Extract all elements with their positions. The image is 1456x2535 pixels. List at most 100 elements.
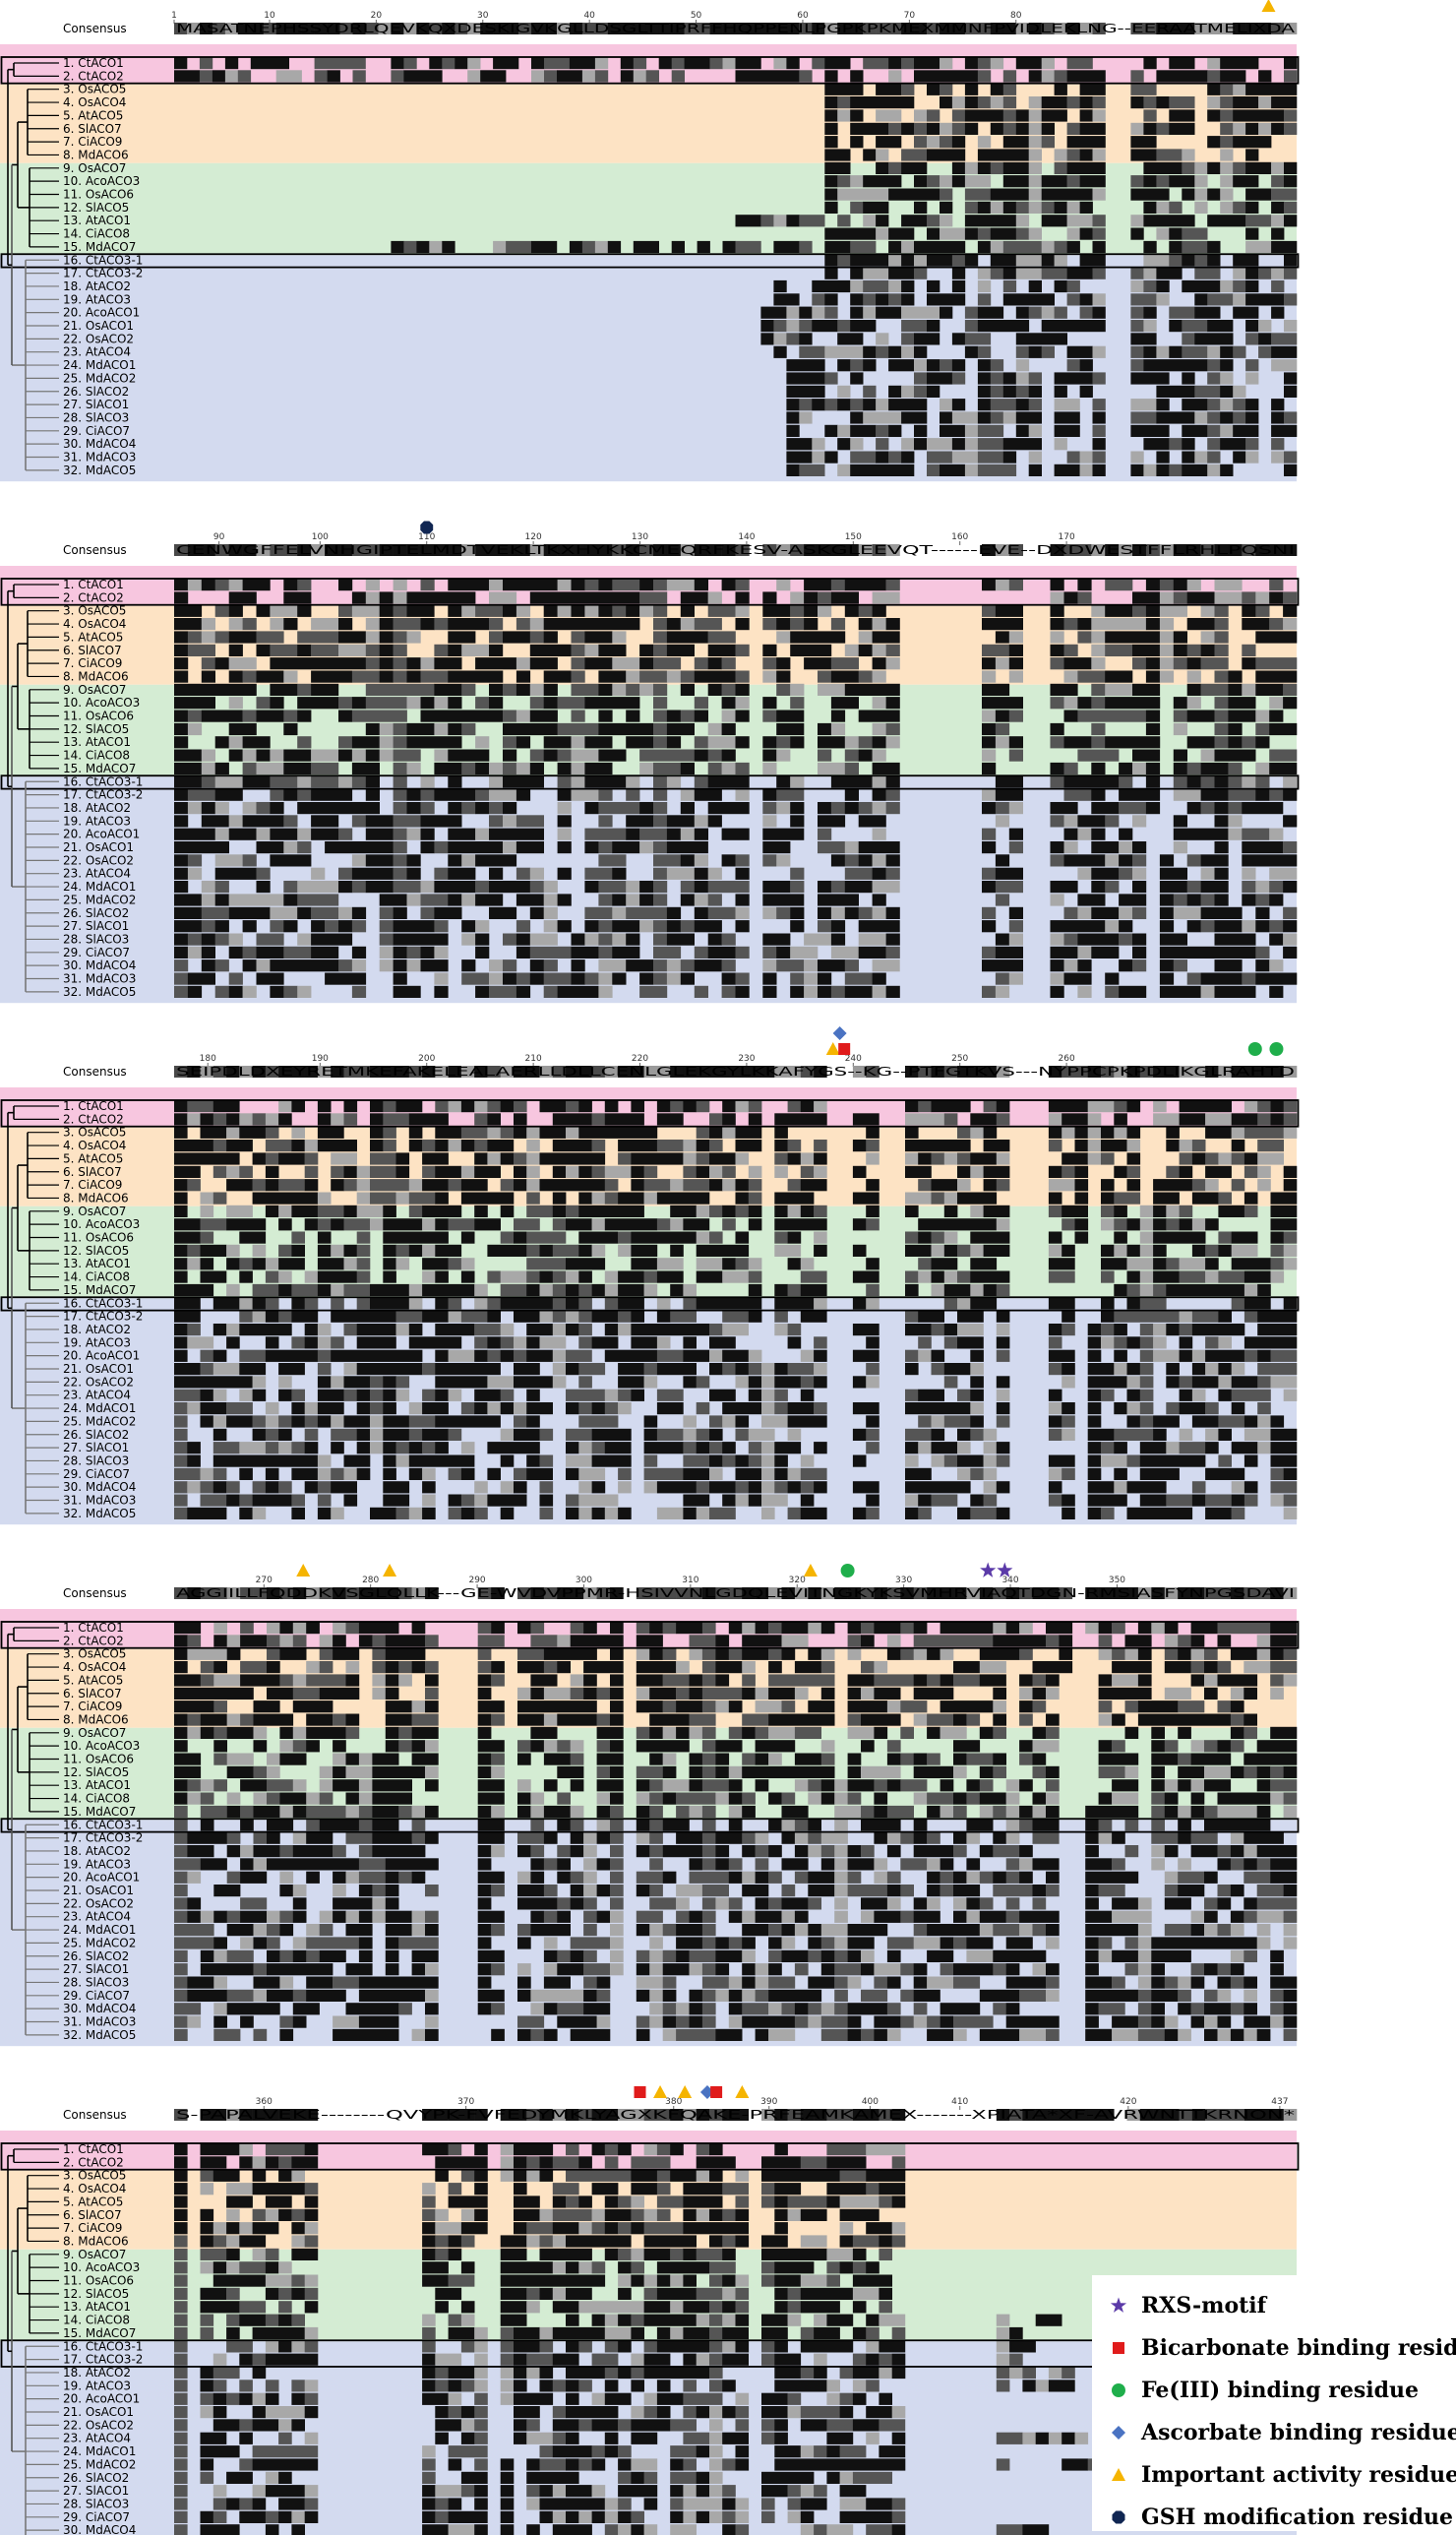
residue-run [852,1376,867,1389]
residue-run [317,1402,344,1415]
residue-run [1284,293,1298,306]
residue-run [365,881,394,894]
residue-run [742,1937,756,1949]
residue-run [406,828,421,840]
residue-run [799,306,813,319]
residue-run [790,736,805,749]
residue-run [982,881,997,894]
consensus-cell [886,1587,901,1599]
residue-run [1101,1442,1115,1454]
residue-run [1063,972,1092,985]
residue-run [1217,1700,1232,1713]
residue-run [1194,175,1208,188]
residue-run [820,1831,848,1844]
residue-run [1242,854,1298,867]
residue-run [818,920,832,933]
residue-run [1153,1231,1206,1244]
residue-run [872,697,886,710]
residue-run [1207,464,1221,476]
residue-run [830,775,873,788]
residue-run [240,1910,268,1923]
residue-run [306,1674,346,1687]
residue-run [696,1428,710,1441]
residue-run [214,762,229,775]
residue-run [1214,815,1229,828]
residue-run [1283,1674,1298,1687]
residue-run [1101,1126,1115,1139]
residue-run [940,1674,954,1687]
residue-run [721,854,736,867]
residue-run [174,710,189,722]
residue-run [1190,1792,1205,1805]
residue-run [866,1218,880,1231]
consensus-cell [970,1066,984,1078]
residue-run [385,1910,412,1923]
residue-run [1218,1231,1232,1244]
residue-run [557,1897,571,1910]
residue-run [866,1336,880,1349]
residue-run [1270,1428,1298,1441]
residue-run [653,881,668,894]
residue-run [199,57,213,70]
residue-run [943,1113,958,1126]
residue-run [670,1100,684,1113]
residue-run [940,1647,954,1660]
residue-run [1271,345,1298,358]
residue-run [365,854,394,867]
residue-run [306,1792,320,1805]
residue-run [1207,161,1221,174]
residue-run [1178,1700,1205,1713]
residue-run [283,788,298,801]
residue-run [671,240,685,254]
residue-run [715,1661,743,1674]
residue-run [278,1244,292,1257]
residue-run [914,333,940,345]
residue-run [927,136,940,149]
residue-run [888,254,902,267]
residue-run [1182,320,1208,333]
residue-run [598,644,627,656]
residue-run [683,1218,710,1231]
residue-run [239,1363,267,1376]
residue-run [557,1661,571,1674]
residue-run [477,1910,505,1923]
residue-run [539,1100,567,1113]
residue-run [517,1687,531,1700]
residue-run [964,227,979,240]
residue-run [1284,161,1298,174]
residue-run [240,1635,268,1647]
residue-run [212,70,226,83]
residue-run [1092,293,1106,306]
residue-run [311,828,339,840]
residue-run [253,1858,268,1871]
residue-run [728,1910,743,1923]
residue-run [420,657,435,670]
residue-run [1179,1428,1193,1441]
residue-run [1050,644,1064,656]
residue-run [728,1858,743,1871]
residue-run [239,1270,253,1283]
consensus-cell [385,1587,399,1599]
residue-run [858,736,873,749]
residue-run [1220,175,1234,188]
residue-run [571,644,585,656]
residue-run [1182,451,1195,464]
residue-run [913,1924,928,1937]
residue-run [1092,240,1106,254]
residue-run [408,1244,423,1257]
residue-run [395,1258,410,1270]
residue-run [786,306,800,319]
residue-run [598,710,613,722]
sequence-name: 30. MdACO4 [63,1480,136,1494]
residue-run [1179,1310,1193,1323]
residue-run [742,1831,756,1844]
residue-run [1046,1622,1073,1635]
residue-run [728,1937,743,1949]
residue-run [970,1205,984,1217]
residue-run [812,306,825,319]
consensus-cell [187,1587,202,1599]
residue-run [940,424,966,437]
residue-run [837,399,851,411]
sequence-name: 25. MdACO2 [63,1936,136,1949]
